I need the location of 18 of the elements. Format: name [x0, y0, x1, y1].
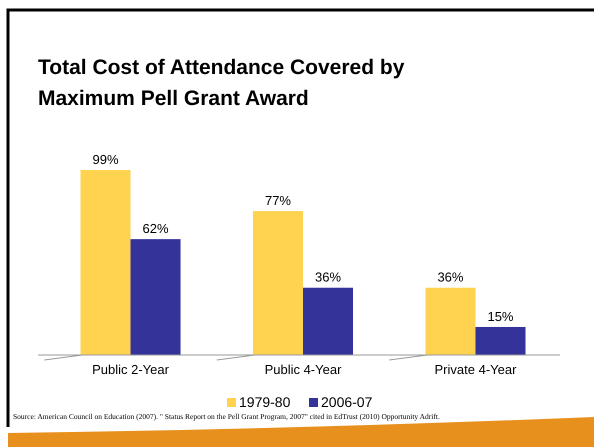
- data-label: 36%: [314, 270, 342, 285]
- legend-label: 1979-80: [239, 394, 291, 410]
- x-tick-label: Private 4-Year: [434, 362, 518, 377]
- bar: [303, 288, 354, 355]
- data-label: 15%: [487, 308, 514, 324]
- bar: [475, 326, 526, 355]
- data-label: 77%: [264, 193, 292, 208]
- bar: [130, 239, 181, 355]
- x-tick-label: Public 2-Year: [92, 362, 170, 377]
- bar: [252, 211, 303, 355]
- chart-title: Total Cost of Attendance Covered by Maximum Pell Grant Award: [38, 56, 405, 110]
- data-label: 99%: [92, 152, 119, 167]
- bar: [425, 288, 476, 355]
- x-tick-label: Public 4-Year: [264, 362, 342, 377]
- bar: [80, 170, 131, 355]
- data-label: 36%: [437, 270, 464, 285]
- data-label: 62%: [142, 221, 169, 236]
- legend-label: 2006-07: [321, 394, 373, 410]
